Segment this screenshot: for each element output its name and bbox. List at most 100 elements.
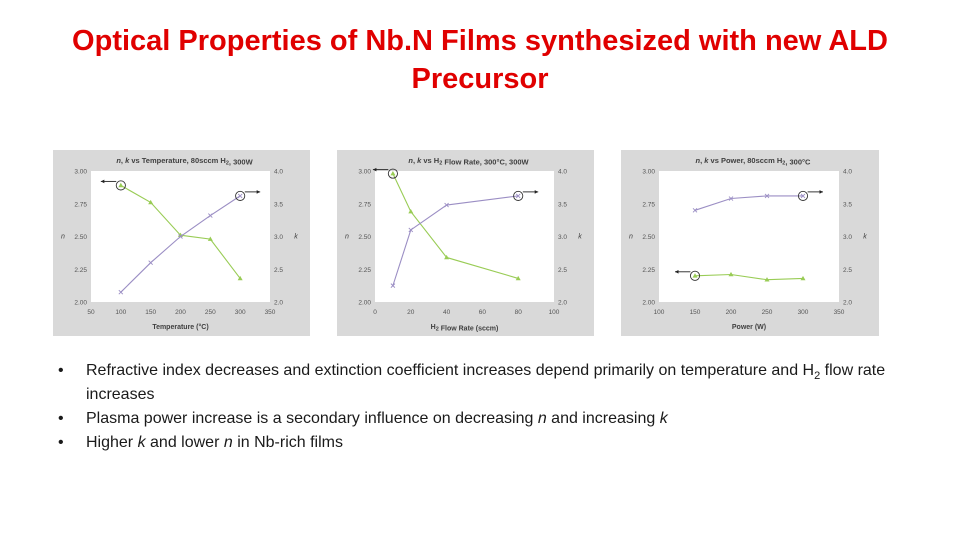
bullet-item: Refractive index decreases and extinctio… (56, 359, 906, 407)
y2-axis-label: k (294, 234, 298, 241)
k-marker-stroke (237, 193, 243, 199)
y2-tick-label: 3.0 (843, 234, 852, 241)
x-tick-label: 350 (265, 309, 276, 316)
y2-tick-label: 2.0 (558, 300, 567, 307)
k-marker-stroke (408, 227, 414, 233)
y2-tick-label: 2.5 (274, 267, 283, 274)
n-data-point (408, 209, 414, 214)
k-marker-stroke (515, 193, 521, 199)
highlight-arrowhead (256, 190, 261, 194)
n-data-point (764, 277, 770, 282)
y-tick-label: 2.50 (642, 234, 655, 241)
k-data-point (148, 260, 153, 266)
bullet-text: Higher k and lower n in Nb-rich films (86, 434, 343, 451)
highlight-circle (797, 190, 809, 201)
y-tick-label: 2.00 (74, 300, 87, 307)
highlight-circle (235, 190, 246, 201)
x-tick-label: 0 (373, 309, 377, 316)
k-data-point (800, 193, 806, 199)
y-tick-label: 2.75 (358, 201, 371, 208)
y-axis-label: n (345, 234, 349, 241)
bullet-text: Plasma power increase is a secondary inf… (86, 410, 668, 427)
y-axis-label: n (629, 234, 633, 241)
k-data-point (208, 213, 213, 218)
chart-flow-rate: n, k vs H2 Flow Rate, 300°C, 300W 2.00 2.2… (337, 150, 594, 336)
y-tick-label: 2.25 (642, 267, 655, 274)
n-data-point (800, 275, 806, 281)
highlight-circle (387, 168, 398, 179)
n-series-line (694, 273, 804, 281)
y-tick-label: 2.25 (358, 267, 371, 274)
x-tick-label: 100 (115, 309, 126, 316)
chart-temperature: n, k vs Temperature, 80sccm H2, 300W 2.00… (53, 150, 310, 336)
k-data-point (764, 193, 770, 199)
y2-tick-label: 3.0 (558, 234, 567, 241)
k-marker-stroke (692, 207, 698, 213)
chart-power-svg: n, k vs Power, 80sccm H2, 300°C 2.00 2.25 2… (629, 156, 867, 331)
x-tick-label: 150 (145, 309, 156, 316)
slide-title: Optical Properties of Nb.N Films synthes… (72, 25, 888, 95)
k-marker-stroke (444, 202, 449, 208)
k-data-point (728, 196, 734, 201)
y2-tick-label: 3.5 (843, 201, 852, 208)
k-data-point (515, 193, 521, 199)
k-data-point (178, 234, 183, 239)
k-marker-stroke (118, 289, 124, 295)
k-marker-stroke (728, 196, 734, 201)
y2-tick-label: 2.0 (274, 300, 283, 307)
bullet-item: Higher k and lower n in Nb-rich films (56, 431, 906, 455)
k-marker-stroke (208, 213, 213, 218)
k-marker-stroke (800, 193, 806, 199)
y-axis-label: n (61, 234, 65, 241)
bullet-item: Plasma power increase is a secondary inf… (56, 407, 906, 431)
y-tick-label: 3.00 (74, 169, 87, 176)
n-series-line (392, 173, 519, 279)
x-tick-label: 350 (834, 309, 845, 316)
n-data-point (692, 273, 698, 278)
y2-tick-label: 3.5 (274, 201, 283, 208)
chart-power: n, k vs Power, 80sccm H2, 300°C 2.00 2.25 2… (621, 150, 879, 336)
k-data-point (692, 207, 698, 213)
highlight-arrowhead (675, 270, 679, 274)
y-tick-label: 2.50 (358, 234, 371, 241)
x-tick-label: 150 (690, 309, 701, 316)
y-tick-label: 2.00 (358, 300, 371, 307)
plot-area (659, 171, 839, 302)
y2-tick-label: 4.0 (558, 169, 567, 176)
x-tick-label: 200 (726, 309, 737, 316)
x-tick-label: 250 (762, 309, 773, 316)
n-data-point (207, 236, 213, 241)
y2-tick-label: 3.5 (558, 201, 567, 208)
chart-title: n, k vs Power, 80sccm H2, 300°C (696, 156, 811, 167)
x-axis-label: Temperature (°C) (152, 323, 208, 331)
y-tick-label: 2.00 (642, 300, 655, 307)
n-data-point (118, 182, 124, 188)
x-tick-label: 100 (549, 309, 560, 316)
chart-title: n, k vs H2 Flow Rate, 300°C, 300W (408, 156, 529, 167)
chart-title: n, k vs Temperature, 80sccm H2, 300W (116, 156, 253, 167)
highlight-arrowhead (372, 167, 377, 172)
bullet-list: Refractive index decreases and extinctio… (56, 359, 906, 455)
highlight-circle (513, 190, 524, 201)
y-tick-label: 2.50 (74, 234, 87, 241)
y-tick-label: 2.75 (74, 201, 87, 208)
x-tick-label: 50 (87, 309, 95, 316)
chart-temperature-svg: n, k vs Temperature, 80sccm H2, 300W 2.00… (61, 156, 298, 331)
y2-axis-label: k (863, 234, 867, 241)
y-tick-label: 3.00 (642, 169, 655, 176)
n-data-point (390, 171, 396, 176)
k-data-point (118, 289, 124, 295)
highlight-circle (115, 180, 126, 191)
k-marker-stroke (390, 283, 396, 288)
y-tick-label: 2.75 (642, 201, 655, 208)
highlight-arrowhead (819, 190, 823, 194)
k-marker-stroke (148, 260, 153, 266)
x-tick-label: 300 (798, 309, 809, 316)
k-data-point (237, 193, 243, 199)
k-series-line (392, 195, 519, 286)
y2-tick-label: 2.5 (558, 267, 567, 274)
k-series-line (694, 195, 803, 211)
n-data-point (515, 275, 521, 281)
x-tick-label: 100 (654, 309, 665, 316)
highlight-arrowhead (100, 179, 105, 184)
